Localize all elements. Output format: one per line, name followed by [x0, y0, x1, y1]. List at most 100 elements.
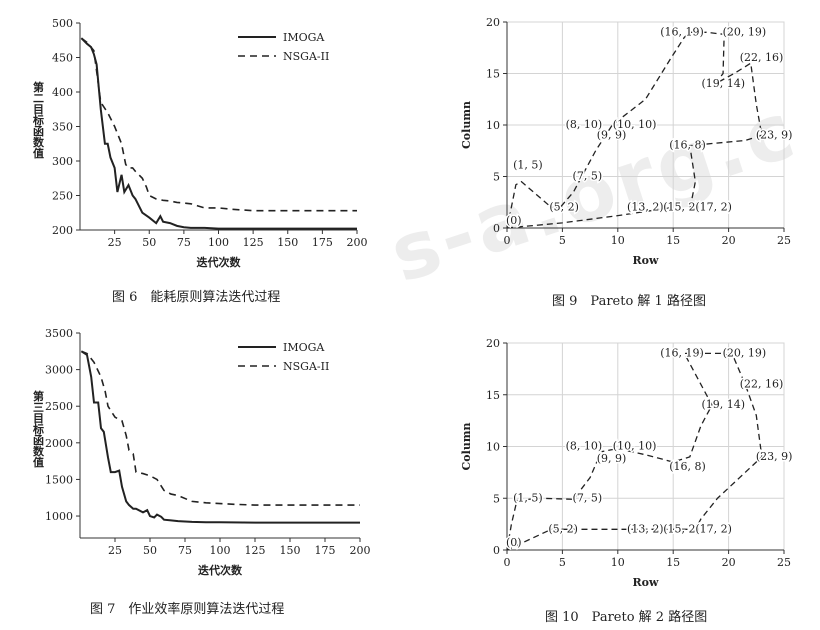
- y-tick-label: 200: [52, 224, 73, 237]
- route-path: [506, 206, 674, 229]
- point-label: (10, 10): [613, 440, 657, 453]
- point-label: (16, 8): [669, 460, 706, 473]
- x-tick-label: 200: [350, 544, 371, 557]
- chart-energy-iteration: 25 50 75 100 125 150 175 200 200 250 300 350 400 450 5…: [0, 0, 400, 280]
- x-tick-label: 20: [722, 234, 736, 247]
- point-label: (10, 10): [613, 118, 657, 131]
- y-tick-label: 500: [52, 17, 73, 30]
- point-label: (23, 9): [756, 450, 793, 463]
- x-axis-label: 迭代次数: [197, 255, 242, 269]
- point-label: (8, 10): [566, 118, 603, 131]
- series-line-imoga: [80, 350, 360, 524]
- y-axis-label: Column: [460, 423, 473, 471]
- y-tick-label: 10: [486, 441, 500, 454]
- x-tick-label: 175: [312, 236, 333, 249]
- caption-fig7: 图 7 作业效率原则算法迭代过程: [90, 602, 285, 617]
- caption-fig10: 图 10 Pareto 解 2 路径图: [545, 610, 708, 625]
- x-tick-label: 175: [315, 544, 336, 557]
- y-tick-label: 1000: [45, 510, 73, 523]
- point-label: (17, 2): [695, 200, 732, 213]
- x-tick-label: 50: [143, 544, 157, 557]
- x-tick-label: 0: [504, 556, 511, 569]
- x-tick-label: 75: [178, 544, 192, 557]
- y-axis-label: Column: [460, 101, 473, 149]
- point-label: (15, 2): [663, 200, 700, 213]
- y-tick-label: 0: [493, 222, 500, 235]
- route-path: [506, 352, 763, 551]
- y-tick-label: 300: [52, 155, 73, 168]
- y-tick-label: 20: [486, 337, 500, 350]
- y-tick-label: 2000: [45, 437, 73, 450]
- y-tick-label: 5: [493, 171, 500, 184]
- y-tick-label: 400: [52, 86, 73, 99]
- y-tick-label: 10: [486, 119, 500, 132]
- x-axis-label: Row: [633, 576, 659, 589]
- point-label: (22, 16): [740, 51, 784, 64]
- point-label: (5, 2): [549, 200, 579, 213]
- y-tick-label: 15: [486, 68, 500, 81]
- point-label: (15, 2): [663, 522, 700, 535]
- chart-pareto-path-1-svg: 0 5 10 15 20 25 0 5 10 15 20 Row Column (0) (1, 5) (5, …: [460, 16, 794, 267]
- point-label: (17, 2): [695, 522, 732, 535]
- x-tick-label: 25: [777, 556, 791, 569]
- x-tick-label: 5: [559, 556, 566, 569]
- caption-fig9: 图 9 Pareto 解 1 路径图: [552, 294, 706, 309]
- x-tick-label: 25: [108, 544, 122, 557]
- x-tick-label: 50: [142, 236, 156, 249]
- y-tick-label: 5: [493, 492, 500, 505]
- point-label: (1, 5): [513, 159, 543, 172]
- chart-energy-iteration-svg: 25 50 75 100 125 150 175 200 200 250 300 350 400 450 5…: [32, 17, 368, 269]
- point-label: (19, 14): [702, 77, 746, 90]
- point-label: (23, 9): [756, 128, 793, 141]
- series-line-nsga-ii: [80, 37, 357, 212]
- point-label: (22, 16): [740, 377, 784, 390]
- point-label: (0): [506, 536, 522, 549]
- chart-pareto-path-2: 0 5 10 15 20 25 0 5 10 15 20 Row Column (0) (1, 5) (7, …: [430, 330, 820, 600]
- y-axis-label: 第二目标函数值: [32, 80, 46, 159]
- x-tick-label: 150: [277, 236, 298, 249]
- point-label: (8, 10): [566, 440, 603, 453]
- x-tick-label: 15: [666, 234, 680, 247]
- chart-pareto-path-1: 0 5 10 15 20 25 0 5 10 15 20 Row Column (0) (1, 5) (5, …: [430, 0, 820, 280]
- series-line-imoga: [80, 37, 357, 230]
- x-tick-label: 100: [210, 544, 231, 557]
- legend-label: NSGA-II: [283, 50, 329, 63]
- x-tick-label: 150: [280, 544, 301, 557]
- y-tick-label: 15: [486, 389, 500, 402]
- caption-fig6: 图 6 能耗原则算法迭代过程: [112, 290, 281, 305]
- point-label: (16, 19): [660, 25, 704, 38]
- point-label: (1, 5): [513, 491, 543, 504]
- legend-label: IMOGA: [283, 341, 325, 354]
- x-tick-label: 200: [347, 236, 368, 249]
- x-tick-label: 25: [777, 234, 791, 247]
- x-tick-label: 20: [722, 556, 736, 569]
- x-tick-label: 100: [208, 236, 229, 249]
- y-axis-label: 第三目标函数值: [32, 389, 46, 468]
- point-label: (19, 14): [702, 398, 746, 411]
- point-label: (7, 5): [573, 491, 603, 504]
- x-tick-label: 10: [611, 234, 625, 247]
- x-axis-label: Row: [633, 254, 659, 267]
- chart-pareto-path-2-svg: 0 5 10 15 20 25 0 5 10 15 20 Row Column (0) (1, 5) (7, …: [460, 337, 794, 589]
- route-path: [506, 31, 763, 229]
- x-axis-label: 迭代次数: [198, 563, 243, 577]
- point-label: (9, 9): [597, 452, 627, 465]
- x-tick-label: 5: [559, 234, 566, 247]
- legend-label: NSGA-II: [283, 360, 329, 373]
- y-tick-label: 250: [52, 190, 73, 203]
- y-tick-label: 20: [486, 16, 500, 29]
- y-tick-label: 2500: [45, 400, 73, 413]
- point-label: (13, 2): [627, 522, 664, 535]
- x-tick-label: 125: [245, 544, 266, 557]
- y-tick-label: 450: [52, 52, 73, 65]
- chart-efficiency-iteration-svg: 25 50 75 100 125 150 175 200 1000 1500 2000 2500 300…: [32, 327, 371, 577]
- point-label: (16, 8): [669, 139, 706, 152]
- y-tick-label: 3500: [45, 327, 73, 340]
- legend-label: IMOGA: [283, 31, 325, 44]
- y-tick-label: 1500: [45, 473, 73, 486]
- y-tick-label: 350: [52, 121, 73, 134]
- x-tick-label: 125: [243, 236, 264, 249]
- x-tick-label: 25: [108, 236, 122, 249]
- x-tick-label: 0: [504, 234, 511, 247]
- point-label: (13, 2): [627, 200, 664, 213]
